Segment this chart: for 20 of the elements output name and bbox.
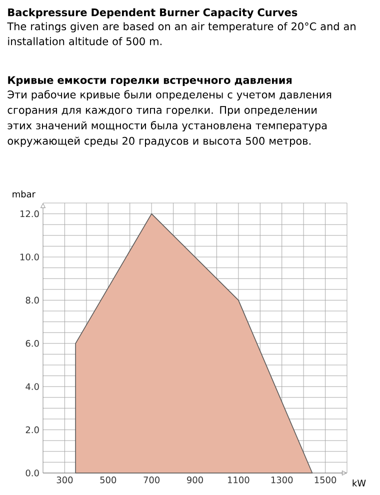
x-tick-label: 1100 — [228, 476, 250, 484]
y-tick-label: 0.0 — [26, 470, 39, 476]
x-tick-label: 1300 — [271, 476, 293, 484]
x-tick-label: 700 — [144, 476, 160, 484]
chart-subtitle: The ratings given are based on an air temperature of 20°C and an installation altitude of 500 m. — [7, 22, 356, 46]
chart-title: Backpressure Dependent Burner Capacity Curves — [8, 8, 298, 18]
y-tick-label: 10.0 — [20, 254, 39, 260]
text: Эти рабочие кривые были определены с учетом давления сгорания для каждого типа горелки. При определении этих значений мощности была установлена температура окружающей среды 20 градусов и высота 500 метров. — [8, 90, 332, 147]
x-tick-label: 300 — [56, 476, 73, 484]
y-tick-label: 6.0 — [26, 340, 39, 347]
x-axis-title: kW — [352, 480, 366, 486]
x-tick-label: 900 — [187, 476, 203, 484]
y-tick-label: 12.0 — [20, 210, 39, 218]
y-axis-title: mbar — [12, 190, 36, 198]
y-tick-label: 2.0 — [26, 426, 39, 434]
y-tick-label: 8.0 — [26, 296, 39, 304]
x-tick-label: 500 — [100, 476, 116, 484]
x-tick-label: 1500 — [314, 476, 336, 484]
y-tick-label: 4.0 — [26, 383, 39, 390]
text: Кривые емкости горелки встречного давления — [8, 76, 292, 86]
